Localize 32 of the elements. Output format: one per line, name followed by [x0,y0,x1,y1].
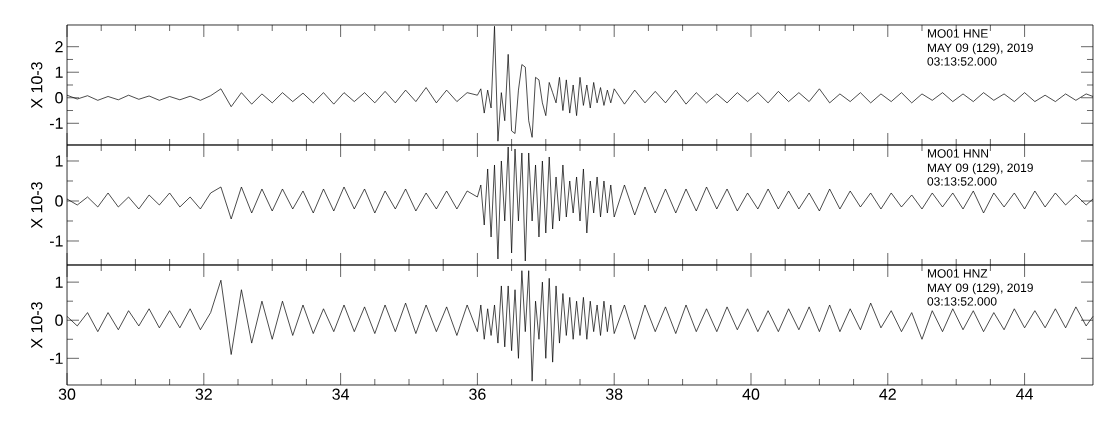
annotation: MAY 09 (129), 2019 [927,43,1033,55]
x-tick-label: 42 [879,388,896,400]
annotation: 03:13:52.000 [927,57,997,66]
annotation: MAY 09 (129), 2019 [927,283,1033,295]
annotation: MO01 HNN [927,149,988,158]
y-tick-label: -1 [49,235,63,247]
line-series [66,25,1094,142]
y-tick-label: 1 [55,155,63,167]
x-tick-label: 30 [58,388,76,400]
y-tick-label: 0 [55,92,63,104]
y-tick-label: 0 [55,314,63,326]
x-tick-label: 38 [605,388,623,400]
annotation: MO01 HNZ [927,269,988,278]
annotation: 03:13:52.000 [927,297,997,306]
x-tick-label: 36 [469,388,486,400]
y-axis-title: X 10-3 [31,302,43,349]
y-tick-label: 1 [55,276,63,288]
y-tick-label: 0 [55,195,63,207]
x-tick-label: 40 [742,388,760,400]
x-tick-label: 32 [195,388,212,400]
x-tick-label: 44 [1016,388,1034,400]
line-series [66,146,1094,262]
y-tick-label: -1 [49,117,63,129]
y-tick-label: 2 [55,41,63,53]
y-axis-title: X 10-3 [31,62,43,109]
annotation: MAY 09 (129), 2019 [927,163,1033,175]
y-tick-label: -1 [49,352,63,364]
y-tick-label: 1 [55,66,63,78]
annotation: MO01 HNE [927,29,988,38]
annotation: 03:13:52.000 [927,177,997,186]
x-tick-label: 34 [332,388,350,400]
y-axis-title: X 10-3 [31,182,43,229]
